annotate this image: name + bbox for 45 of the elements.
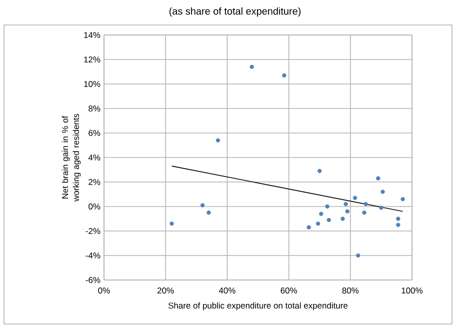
y-tick-label: 4%	[88, 154, 100, 160]
point	[344, 202, 348, 206]
x-tick-label: 80%	[342, 288, 359, 294]
point	[170, 222, 174, 226]
point	[316, 222, 320, 226]
x-tick-label: 60%	[280, 288, 297, 294]
point	[379, 206, 384, 210]
y-tick-label: -4%	[86, 252, 100, 258]
point	[206, 210, 211, 215]
y-tick-label: 10%	[84, 81, 100, 87]
y-tick-label: 8%	[88, 106, 100, 112]
point	[216, 138, 220, 142]
y-tick-label: 2%	[88, 179, 100, 185]
x-tick-label: 100%	[402, 288, 423, 294]
point	[400, 197, 405, 202]
point	[362, 210, 366, 215]
point	[306, 225, 311, 230]
point	[200, 203, 205, 208]
point	[326, 218, 331, 222]
point	[380, 190, 385, 194]
x-axis-title: Share of public expenditure on total expenditure	[168, 302, 348, 310]
x-tick-label: 40%	[218, 288, 236, 294]
y-tick-label: 0%	[88, 204, 100, 210]
point	[250, 64, 254, 69]
point	[282, 73, 286, 78]
point	[352, 196, 358, 200]
y-tick-label: 12%	[84, 56, 100, 62]
y-tick-label: 6%	[88, 130, 100, 136]
point	[325, 204, 330, 209]
point	[376, 176, 380, 180]
point	[340, 216, 345, 221]
x-tick-label: 20%	[158, 288, 174, 294]
point	[356, 253, 360, 258]
y-tick-label: 14%	[84, 32, 100, 38]
point	[318, 168, 322, 174]
y-tick-label: -6%	[86, 277, 100, 283]
point	[364, 202, 368, 206]
chart-title: (as share of total expenditure)	[169, 7, 301, 17]
point	[319, 212, 324, 216]
point	[396, 222, 400, 227]
point	[345, 209, 350, 214]
x-tick-label: 0%	[98, 288, 110, 294]
y-tick-label: -2%	[86, 228, 100, 234]
point	[396, 216, 400, 221]
y-axis-title: Net brain gain in % of working aged residents	[62, 114, 81, 202]
